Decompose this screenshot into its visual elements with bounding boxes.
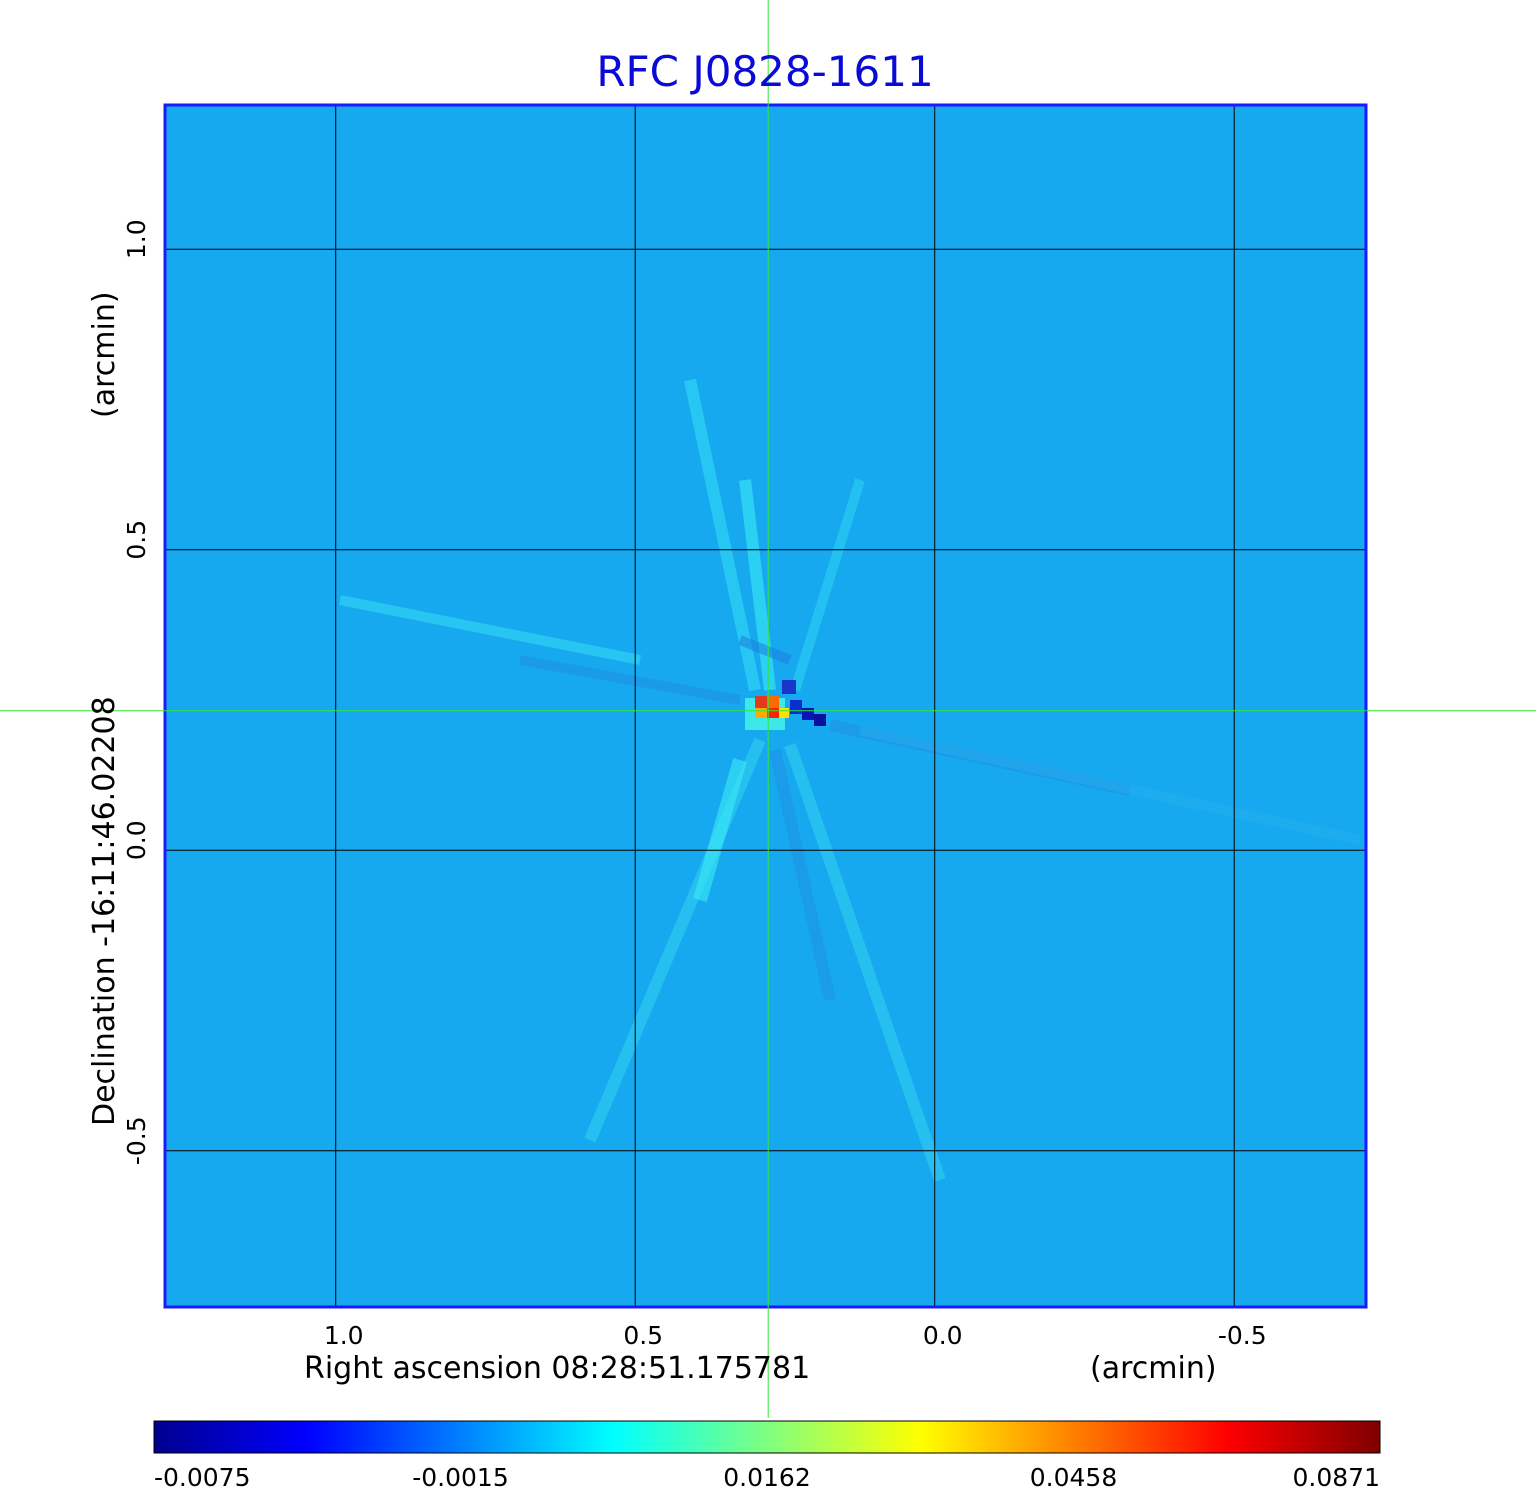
x-axis-unit: (arcmin) — [1090, 1351, 1217, 1386]
colorbar-tick-label: 0.0871 — [1293, 1463, 1380, 1492]
y-axis-label: Declination -16:11:46.02208 — [87, 696, 122, 1126]
colorbar-tick-label: 0.0458 — [1030, 1463, 1117, 1492]
y-tick-labels: 1.0 0.5 0.0 -0.5 — [122, 219, 151, 1165]
colorbar-tick-label: 0.0162 — [723, 1463, 810, 1492]
x-tick-label: 1.0 — [324, 1321, 364, 1350]
image-area — [165, 105, 1366, 1307]
y-tick-label: 0.0 — [122, 820, 151, 860]
x-tick-label: 0.5 — [623, 1321, 663, 1350]
x-axis-label: Right ascension 08:28:51.175781 — [304, 1351, 810, 1386]
y-tick-label: 0.5 — [122, 520, 151, 560]
colorbar-tick-label: -0.0075 — [154, 1463, 251, 1492]
y-tick-label: 1.0 — [122, 219, 151, 259]
colorbar-tick-label: -0.0015 — [412, 1463, 509, 1492]
colorbar — [154, 1421, 1380, 1453]
x-tick-label: 0.0 — [923, 1321, 963, 1350]
x-tick-label: -0.5 — [1218, 1321, 1267, 1350]
x-tick-labels: 1.0 0.5 0.0 -0.5 — [324, 1321, 1267, 1350]
y-axis-unit: (arcmin) — [87, 291, 122, 418]
colorbar-tick-labels: -0.0075 -0.0015 0.0162 0.0458 0.0871 — [154, 1463, 1380, 1492]
y-tick-label: -0.5 — [122, 1116, 151, 1165]
chart-title: RFC J0828-1611 — [596, 47, 933, 96]
